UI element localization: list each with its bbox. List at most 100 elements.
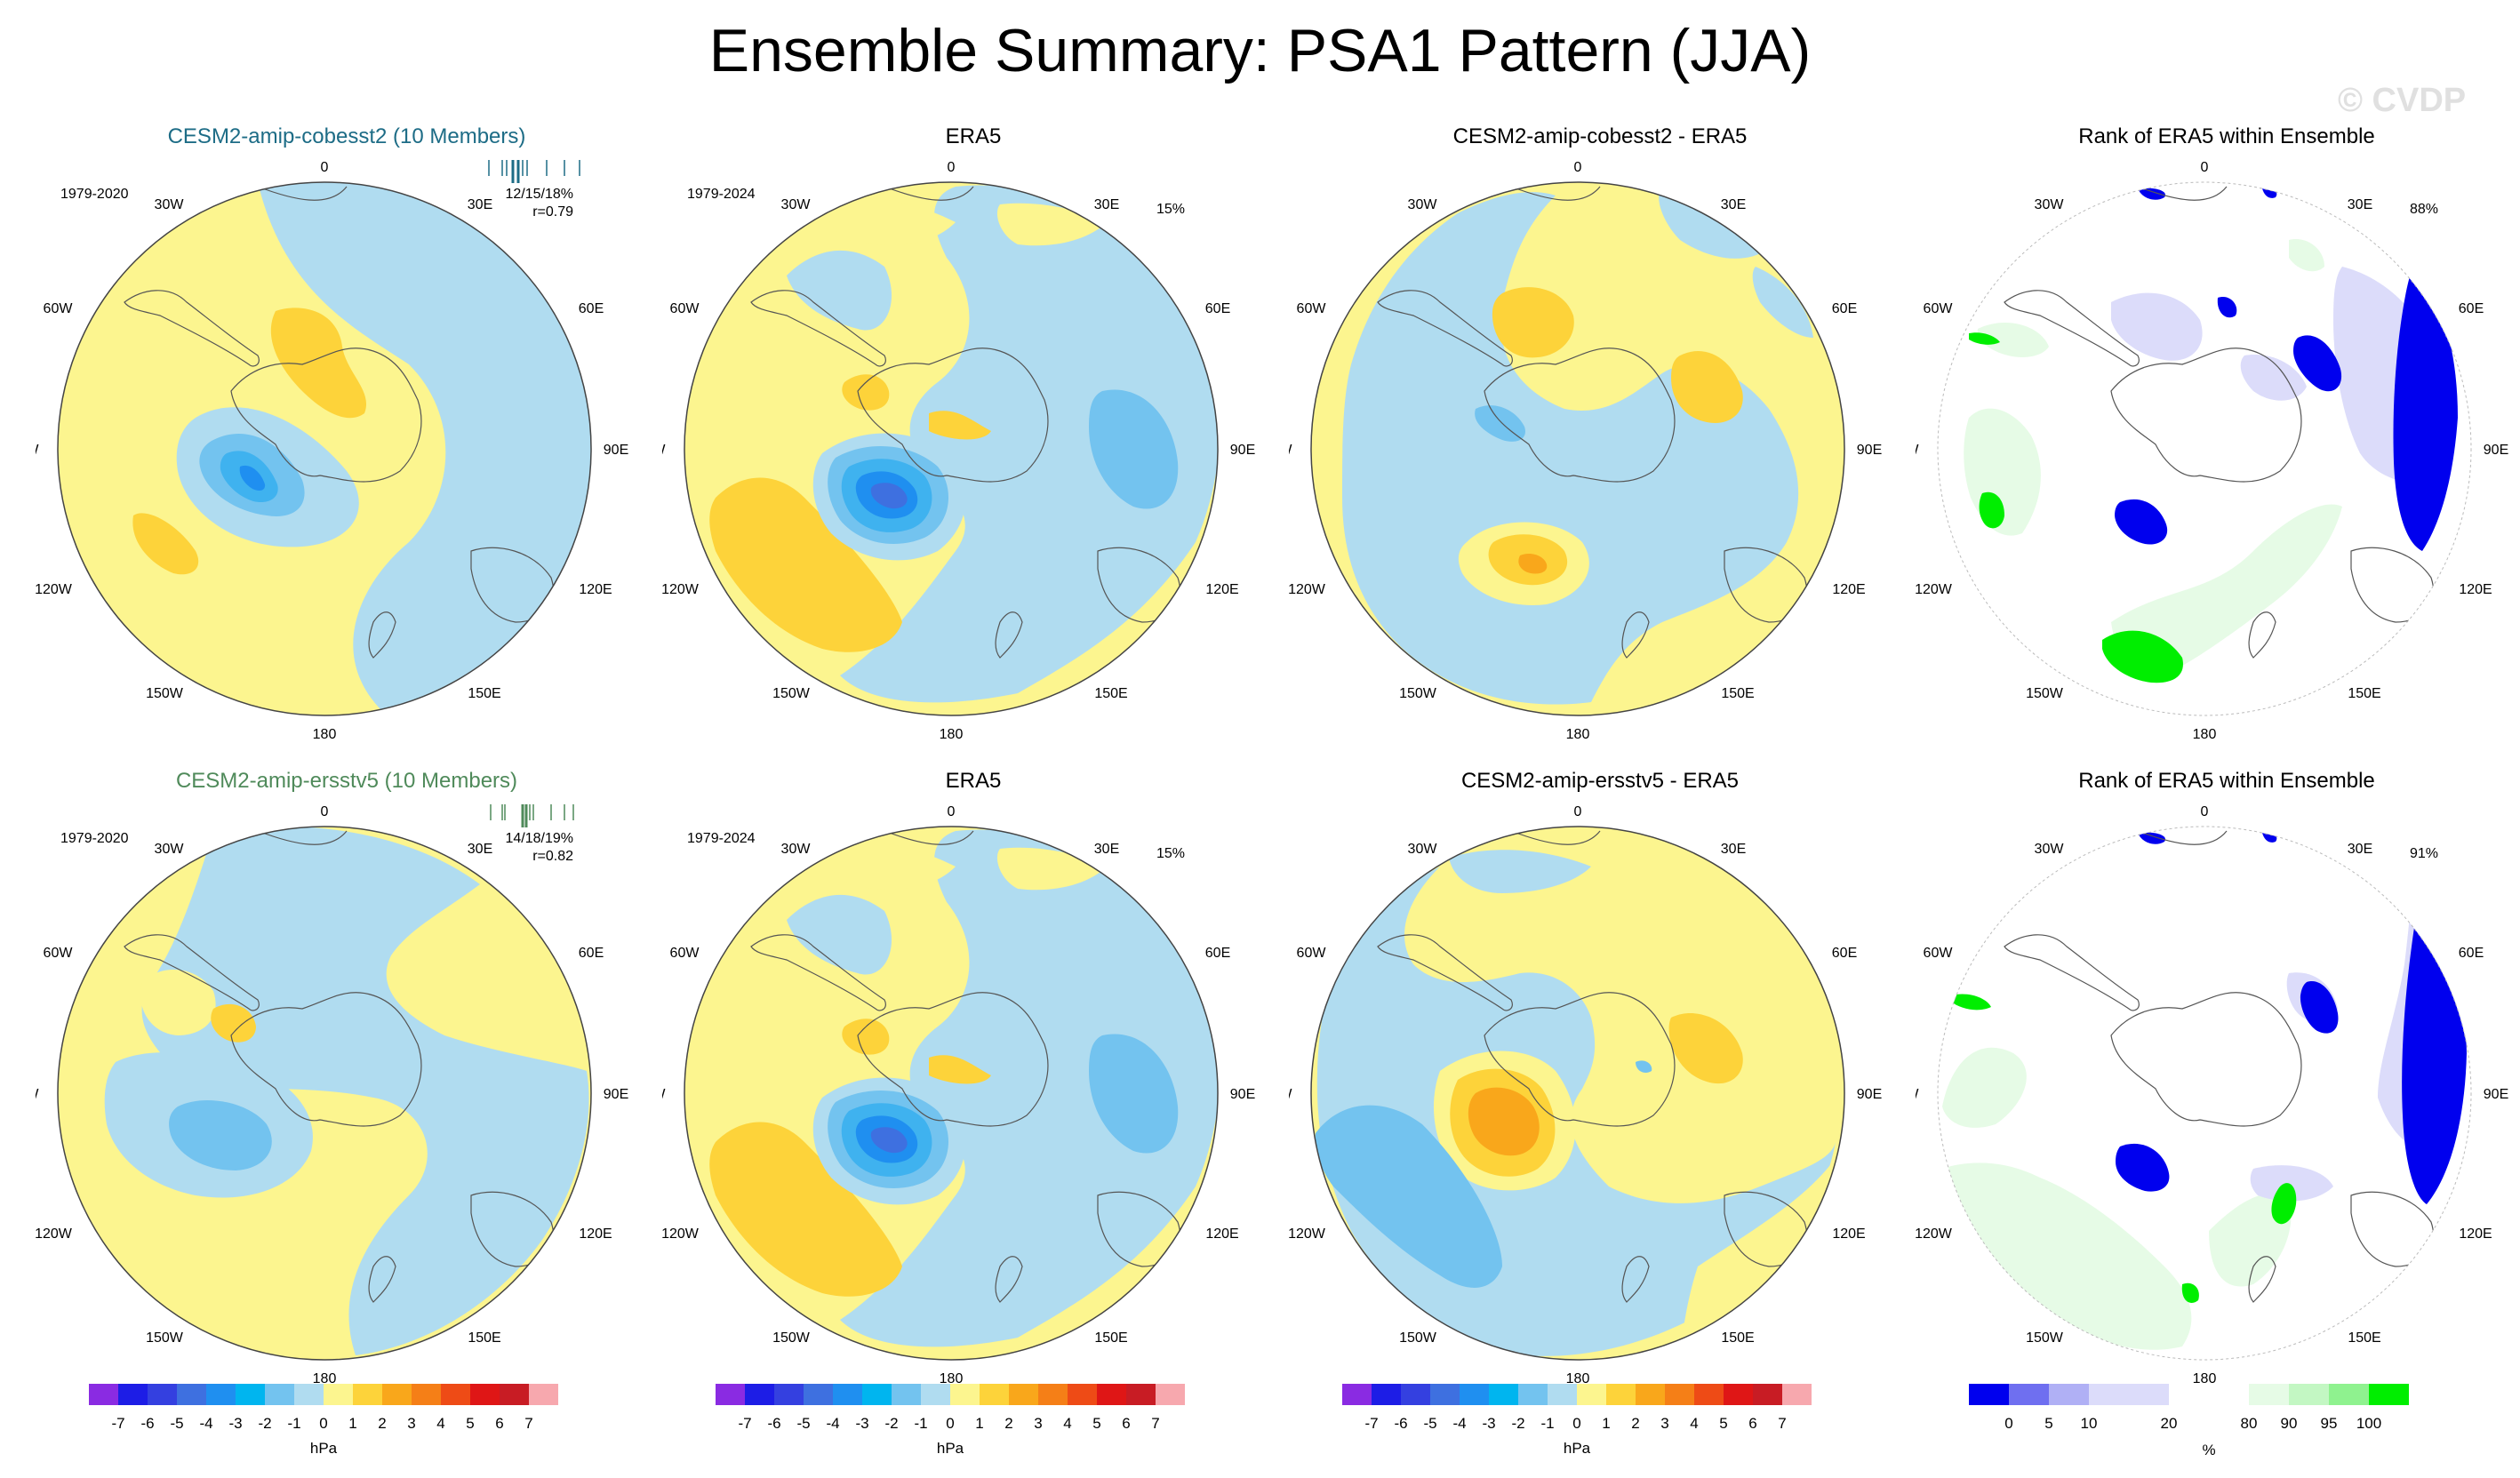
lon-label: 120E	[1832, 582, 1865, 597]
lon-label: 30E	[1721, 842, 1746, 857]
lon-label: 120W	[1916, 1226, 1953, 1242]
lon-label: 180	[940, 727, 964, 742]
contour-region	[258, 182, 591, 711]
contour-region	[1518, 554, 1548, 574]
polar-map: 0 180 90W 90E 30W 30E 60W 60E 120W 120E 150W 150E	[1289, 160, 1882, 742]
contour-region	[1942, 1047, 2027, 1128]
polar-map: 0 180 90W 90E 30W 30E 60W 60E 120W 120E 150W 150E 91…	[1916, 804, 2508, 1386]
colorbar-swatch	[148, 1384, 177, 1405]
period-label: 1979-2024	[687, 831, 756, 846]
coastline	[2110, 348, 2302, 483]
lon-label: 150E	[2348, 1330, 2380, 1346]
coastline	[124, 290, 260, 367]
polar-map: 0 180 90W 90E 30W 30E 60W 60E 120W 120E 150W 150E 88…	[1916, 160, 2508, 742]
lon-label: 120E	[1205, 582, 1238, 597]
contour-region	[1089, 1034, 1179, 1154]
colorbar-tick-label: 7	[1778, 1415, 1786, 1432]
colorbar-tick-label: 0	[319, 1415, 327, 1432]
contour-region	[2209, 1193, 2292, 1287]
watermark: © CVDP	[2338, 82, 2467, 119]
colorbar-swatch	[921, 1384, 950, 1405]
contour-region	[2102, 630, 2183, 683]
lon-label: 30E	[468, 842, 492, 857]
colorbar-tick-label: 80	[2241, 1415, 2258, 1432]
lon-label: 150E	[468, 1330, 500, 1346]
lon-label: 180	[2193, 1371, 2217, 1386]
lon-label: 60W	[670, 301, 700, 316]
contour-region	[1315, 1105, 1502, 1288]
lon-label: 0	[948, 160, 956, 175]
lon-label: 120W	[1289, 1226, 1326, 1242]
coastline	[368, 611, 396, 659]
colorbar-swatch	[1342, 1384, 1372, 1405]
colorbar-swatch	[500, 1384, 529, 1405]
colorbar-tick-label: -5	[1423, 1415, 1436, 1432]
polar-map: 0 180 90W 90E 30W 30E 60W 60E 120W 120E 150W 150E 19…	[36, 804, 628, 1386]
coastline	[230, 348, 422, 483]
lon-label: 0	[1574, 804, 1582, 819]
coastline	[1377, 290, 1513, 367]
rank-colorbar: 0 5 10 20 80 90 95 100%	[1969, 1384, 2409, 1458]
contour-region	[1969, 332, 2000, 345]
colorbar-swatch	[1753, 1384, 1782, 1405]
contour-region	[2138, 188, 2165, 200]
contour-region	[842, 374, 890, 411]
colorbar-tick-label: -1	[1540, 1415, 1554, 1432]
colorbar-swatch	[1401, 1384, 1430, 1405]
colorbar-tick-label: 4	[436, 1415, 444, 1432]
panel-title: CESM2-amip-cobesst2 - ERA5	[1452, 124, 1748, 148]
colorbar-swatch	[470, 1384, 500, 1405]
map-border	[684, 826, 1219, 1361]
lon-label: 150W	[146, 1330, 184, 1346]
colorbar-swatch	[1097, 1384, 1126, 1405]
lon-label: 180	[2193, 727, 2217, 742]
panel-title: ERA5	[945, 124, 1002, 148]
percent-label: 15%	[1156, 846, 1185, 861]
lon-label: 120W	[662, 582, 700, 597]
lon-label: 90E	[1857, 443, 1882, 458]
lon-label: 90W	[662, 1087, 666, 1102]
map-panel-5: CESM2-amip-ersstv5 (10 Members) 0 180 90W 90…	[36, 769, 658, 1426]
contour-region	[2271, 1183, 2297, 1225]
hpa-colorbar-2: -7 -6 -5 -4 -3 -2 -1 0 1 2 3 4 5 6 7 hPa	[716, 1384, 1185, 1457]
lon-label: 60E	[1832, 301, 1857, 316]
colorbar-swatch	[950, 1384, 980, 1405]
lon-label: 150W	[1399, 1330, 1437, 1346]
lon-label: 90E	[1230, 1087, 1255, 1102]
percent-label: 15%	[1156, 202, 1185, 217]
map-border	[1937, 181, 2472, 716]
colorbar-tick-label: -1	[914, 1415, 927, 1432]
coastline	[2248, 1256, 2276, 1303]
colorbar-tick-label: -7	[738, 1415, 751, 1432]
colorbar-swatch	[324, 1384, 353, 1405]
contour-region	[1752, 267, 1813, 338]
colorbar-tick-label: -5	[170, 1415, 183, 1432]
contour-region	[870, 483, 908, 509]
lon-label: 30W	[2035, 842, 2065, 857]
colorbar-tick-label: 1	[348, 1415, 356, 1432]
lon-label: 90W	[662, 443, 666, 458]
lon-label: 150W	[2026, 686, 2064, 701]
colorbar-swatch	[1518, 1384, 1548, 1405]
period-label: 1979-2020	[60, 187, 129, 202]
colorbar-unit-label: hPa	[937, 1440, 964, 1457]
lon-label: 30W	[781, 842, 812, 857]
colorbar-swatch	[862, 1384, 892, 1405]
contour-region	[1979, 491, 2004, 529]
contour-region	[2181, 1282, 2199, 1303]
lon-label: 0	[321, 804, 329, 819]
coastline	[2110, 992, 2302, 1127]
colorbar-swatch	[382, 1384, 412, 1405]
period-label: 1979-2020	[60, 831, 129, 846]
lon-label: 150W	[772, 686, 811, 701]
lon-label: 60E	[2459, 301, 2484, 316]
colorbar-tick-label: 0	[1572, 1415, 1580, 1432]
lon-label: 60W	[1924, 946, 1954, 961]
lon-label: 60W	[1297, 301, 1327, 316]
colorbar-swatch	[1126, 1384, 1156, 1405]
panel-title: Rank of ERA5 within Ensemble	[2078, 769, 2375, 793]
lon-label: 30E	[2348, 842, 2372, 857]
lon-label: 150E	[2348, 686, 2380, 701]
colorbar-tick-label: 2	[1631, 1415, 1639, 1432]
panel-title: Rank of ERA5 within Ensemble	[2078, 124, 2375, 148]
